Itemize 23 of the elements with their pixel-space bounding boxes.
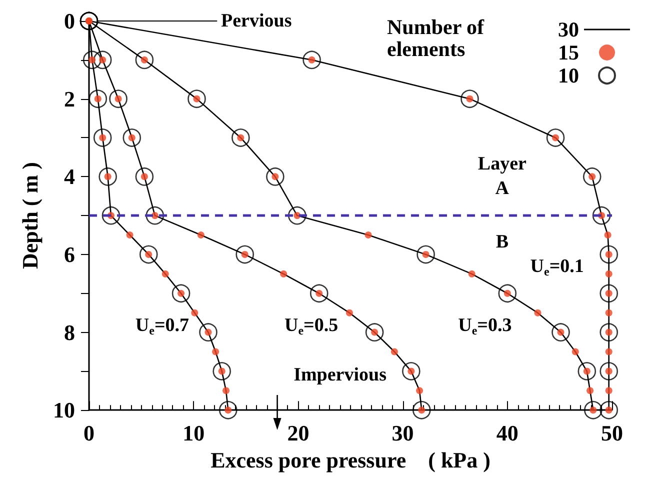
y-tick-label: 6 (64, 242, 75, 267)
x-tick-label: 0 (84, 420, 94, 446)
legend-label: 10 (558, 64, 579, 88)
y-tick-label: 8 (64, 320, 75, 345)
y-tick-label: 10 (53, 398, 75, 423)
annotation: Layer (478, 154, 528, 175)
x-tick-label: 20 (287, 420, 310, 446)
x-axis-title: Excess pore pressure ( kPa ) (210, 448, 490, 472)
annotation: A (495, 178, 510, 200)
y-axis-title: Depth ( m ) (18, 162, 42, 270)
annotation: B (496, 231, 509, 252)
legend-label: 30 (558, 18, 579, 42)
annotation: Pervious (221, 10, 292, 32)
y-tick-label: 0 (64, 8, 75, 34)
x-tick-label: 10 (182, 420, 205, 446)
x-tick-label: 50 (601, 420, 623, 446)
legend-title: Number of elements (387, 15, 490, 61)
y-tick-label: 4 (64, 164, 75, 190)
y-tick-label: 2 (64, 86, 75, 112)
annotation: Impervious (294, 364, 386, 386)
x-tick-label: 30 (392, 420, 414, 446)
x-tick-label: 40 (496, 420, 518, 446)
legend-label: 15 (558, 40, 579, 64)
